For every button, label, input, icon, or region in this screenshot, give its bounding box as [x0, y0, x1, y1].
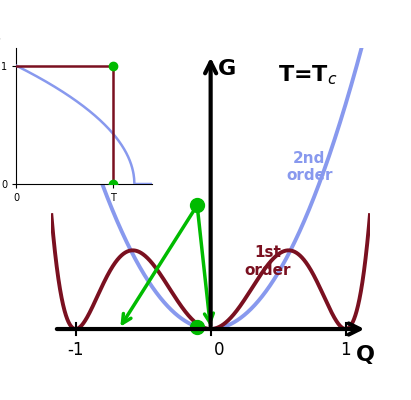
Text: -1: -1	[67, 341, 84, 359]
Text: G: G	[217, 59, 236, 79]
Text: 2nd
order: 2nd order	[286, 151, 332, 183]
Text: Q: Q	[356, 345, 375, 365]
Text: 1: 1	[340, 341, 351, 359]
Text: 1st
order: 1st order	[244, 245, 291, 278]
Text: T=T$_c$: T=T$_c$	[278, 64, 337, 87]
Text: 0: 0	[213, 341, 224, 359]
